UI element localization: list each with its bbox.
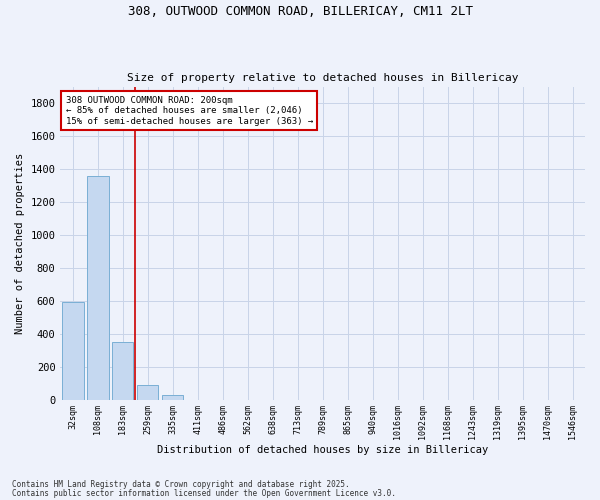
Text: 308, OUTWOOD COMMON ROAD, BILLERICAY, CM11 2LT: 308, OUTWOOD COMMON ROAD, BILLERICAY, CM…: [128, 5, 473, 18]
Y-axis label: Number of detached properties: Number of detached properties: [15, 152, 25, 334]
Title: Size of property relative to detached houses in Billericay: Size of property relative to detached ho…: [127, 73, 518, 83]
X-axis label: Distribution of detached houses by size in Billericay: Distribution of detached houses by size …: [157, 445, 488, 455]
Bar: [162, 394, 184, 400]
Text: Contains HM Land Registry data © Crown copyright and database right 2025.: Contains HM Land Registry data © Crown c…: [12, 480, 350, 489]
Bar: [112, 342, 133, 400]
Text: 308 OUTWOOD COMMON ROAD: 200sqm
← 85% of detached houses are smaller (2,046)
15%: 308 OUTWOOD COMMON ROAD: 200sqm ← 85% of…: [65, 96, 313, 126]
Text: Contains public sector information licensed under the Open Government Licence v3: Contains public sector information licen…: [12, 489, 396, 498]
Bar: [87, 176, 109, 400]
Bar: [62, 302, 83, 400]
Bar: [137, 385, 158, 400]
